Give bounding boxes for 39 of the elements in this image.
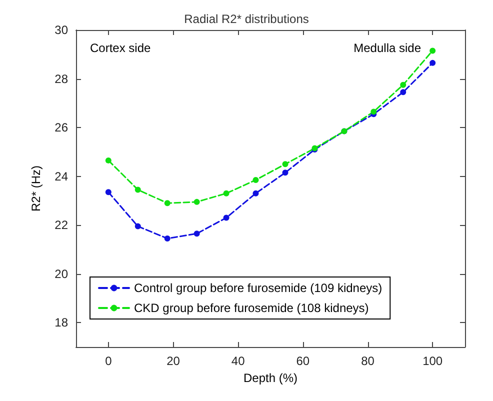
point [400,89,406,96]
point [164,235,170,242]
point [223,214,230,221]
point [105,157,112,164]
y-tick-label: 20 [54,266,68,281]
point [194,198,200,205]
point [430,48,436,54]
point [370,108,377,115]
x-tick-label: 40 [231,354,246,368]
legend-label: Control group before furosemide (109 kidneys) [134,281,382,295]
point [252,176,259,183]
point [134,223,141,230]
annotation: Medulla side [354,41,422,55]
point [400,82,406,88]
x-tick-label: 60 [296,354,310,368]
annotation: Cortex side [90,41,152,55]
legend-label: CKD group before furosemide (108 kidneys) [134,301,369,315]
y-tick-label: 30 [54,23,68,37]
x-tick-label: 0 [105,354,112,368]
point [282,170,288,176]
point [252,190,259,196]
x-tick-label: 20 [166,354,180,368]
y-axis-title: R2* (Hz) [29,165,43,212]
y-tick-label: 22 [54,218,68,232]
chart-title: Radial R2* distributions [184,12,309,26]
x-tick-label: 80 [361,354,375,368]
point [164,200,170,206]
point [282,161,288,168]
y-tick-label: 26 [54,120,68,135]
x-axis-title: Depth (%) [243,370,298,385]
y-tick-label: 18 [54,316,68,330]
point [430,60,436,66]
y-tick-label: 24 [54,169,68,184]
point [194,230,200,237]
point [223,190,230,196]
point [105,189,112,196]
point [134,186,141,193]
x-tick-label: 100 [422,354,443,368]
y-tick-label: 28 [54,72,68,86]
